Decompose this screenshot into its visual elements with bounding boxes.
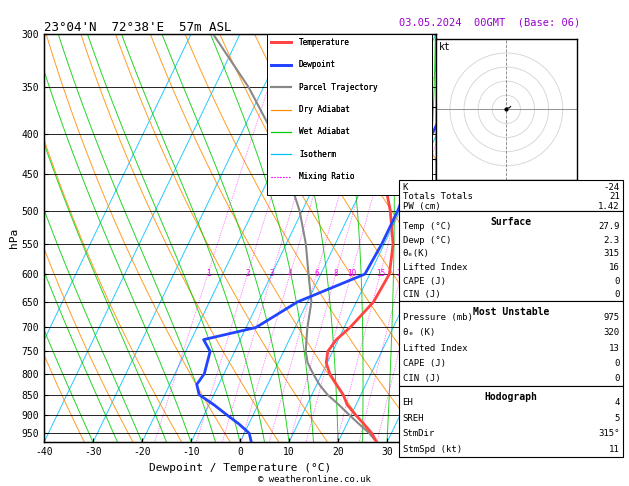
Text: Wet Adiabat: Wet Adiabat	[299, 127, 350, 137]
Text: Isotherm: Isotherm	[299, 150, 336, 159]
Text: Temperature: Temperature	[299, 38, 350, 47]
Text: Lifted Index: Lifted Index	[403, 263, 467, 272]
Text: K: K	[403, 183, 408, 191]
Text: Isotherm: Isotherm	[299, 150, 336, 159]
Text: Totals Totals: Totals Totals	[403, 192, 472, 201]
Text: 21: 21	[609, 192, 620, 201]
Text: 11: 11	[609, 445, 620, 453]
Text: Temperature: Temperature	[299, 38, 350, 47]
Text: Pressure (mb): Pressure (mb)	[403, 313, 472, 322]
Text: 975: 975	[603, 313, 620, 322]
Y-axis label: hPa: hPa	[9, 228, 19, 248]
Text: 320: 320	[603, 329, 620, 337]
Text: Surface: Surface	[491, 217, 532, 227]
Text: 4: 4	[614, 399, 620, 407]
Text: Most Unstable: Most Unstable	[473, 307, 549, 317]
Text: Dewpoint: Dewpoint	[299, 60, 336, 69]
FancyBboxPatch shape	[267, 34, 432, 195]
Text: 15: 15	[376, 269, 385, 278]
Text: 4: 4	[288, 269, 292, 278]
Text: θₑ(K): θₑ(K)	[403, 249, 430, 259]
Text: Hodograph: Hodograph	[484, 392, 538, 402]
Text: 2: 2	[245, 269, 250, 278]
Text: StmDir: StmDir	[403, 429, 435, 438]
Text: PW (cm): PW (cm)	[403, 202, 440, 211]
Text: Dewpoint: Dewpoint	[299, 60, 336, 69]
Text: -24: -24	[603, 183, 620, 191]
Text: 1: 1	[206, 269, 210, 278]
Text: SREH: SREH	[403, 414, 424, 423]
Text: 315°: 315°	[598, 429, 620, 438]
X-axis label: Dewpoint / Temperature (°C): Dewpoint / Temperature (°C)	[149, 463, 331, 473]
Text: Mixing Ratio: Mixing Ratio	[299, 173, 354, 181]
Text: Dewp (°C): Dewp (°C)	[403, 236, 451, 245]
Text: 1.42: 1.42	[598, 202, 620, 211]
Text: Dry Adiabat: Dry Adiabat	[299, 105, 350, 114]
Text: 25: 25	[414, 269, 423, 278]
Text: 6: 6	[314, 269, 319, 278]
Text: 5: 5	[614, 414, 620, 423]
Text: 23°04'N  72°38'E  57m ASL: 23°04'N 72°38'E 57m ASL	[44, 21, 231, 34]
Text: CIN (J): CIN (J)	[403, 290, 440, 299]
Text: 2.3: 2.3	[603, 236, 620, 245]
Text: CAPE (J): CAPE (J)	[403, 359, 445, 368]
Text: 16: 16	[609, 263, 620, 272]
Text: kt: kt	[438, 42, 450, 52]
Text: 0: 0	[614, 374, 620, 383]
Text: 0: 0	[614, 277, 620, 286]
Text: StmSpd (kt): StmSpd (kt)	[403, 445, 462, 453]
Text: EH: EH	[403, 399, 413, 407]
Text: 10: 10	[347, 269, 356, 278]
Text: Parcel Trajectory: Parcel Trajectory	[299, 83, 377, 91]
Text: 8: 8	[333, 269, 338, 278]
Text: 20: 20	[397, 269, 406, 278]
Text: 0: 0	[614, 290, 620, 299]
Text: 3: 3	[270, 269, 274, 278]
Text: 13: 13	[609, 344, 620, 353]
Text: CIN (J): CIN (J)	[403, 374, 440, 383]
Text: Mixing Ratio: Mixing Ratio	[299, 173, 354, 181]
Text: 0: 0	[614, 359, 620, 368]
Text: Temp (°C): Temp (°C)	[403, 223, 451, 231]
Text: 27.9: 27.9	[598, 223, 620, 231]
Text: Wet Adiabat: Wet Adiabat	[299, 127, 350, 137]
Text: 315: 315	[603, 249, 620, 259]
Text: Parcel Trajectory: Parcel Trajectory	[299, 83, 377, 91]
Text: © weatheronline.co.uk: © weatheronline.co.uk	[258, 474, 371, 484]
Text: CAPE (J): CAPE (J)	[403, 277, 445, 286]
Text: 03.05.2024  00GMT  (Base: 06): 03.05.2024 00GMT (Base: 06)	[399, 17, 581, 27]
Text: θₑ (K): θₑ (K)	[403, 329, 435, 337]
Text: Dry Adiabat: Dry Adiabat	[299, 105, 350, 114]
Text: Lifted Index: Lifted Index	[403, 344, 467, 353]
